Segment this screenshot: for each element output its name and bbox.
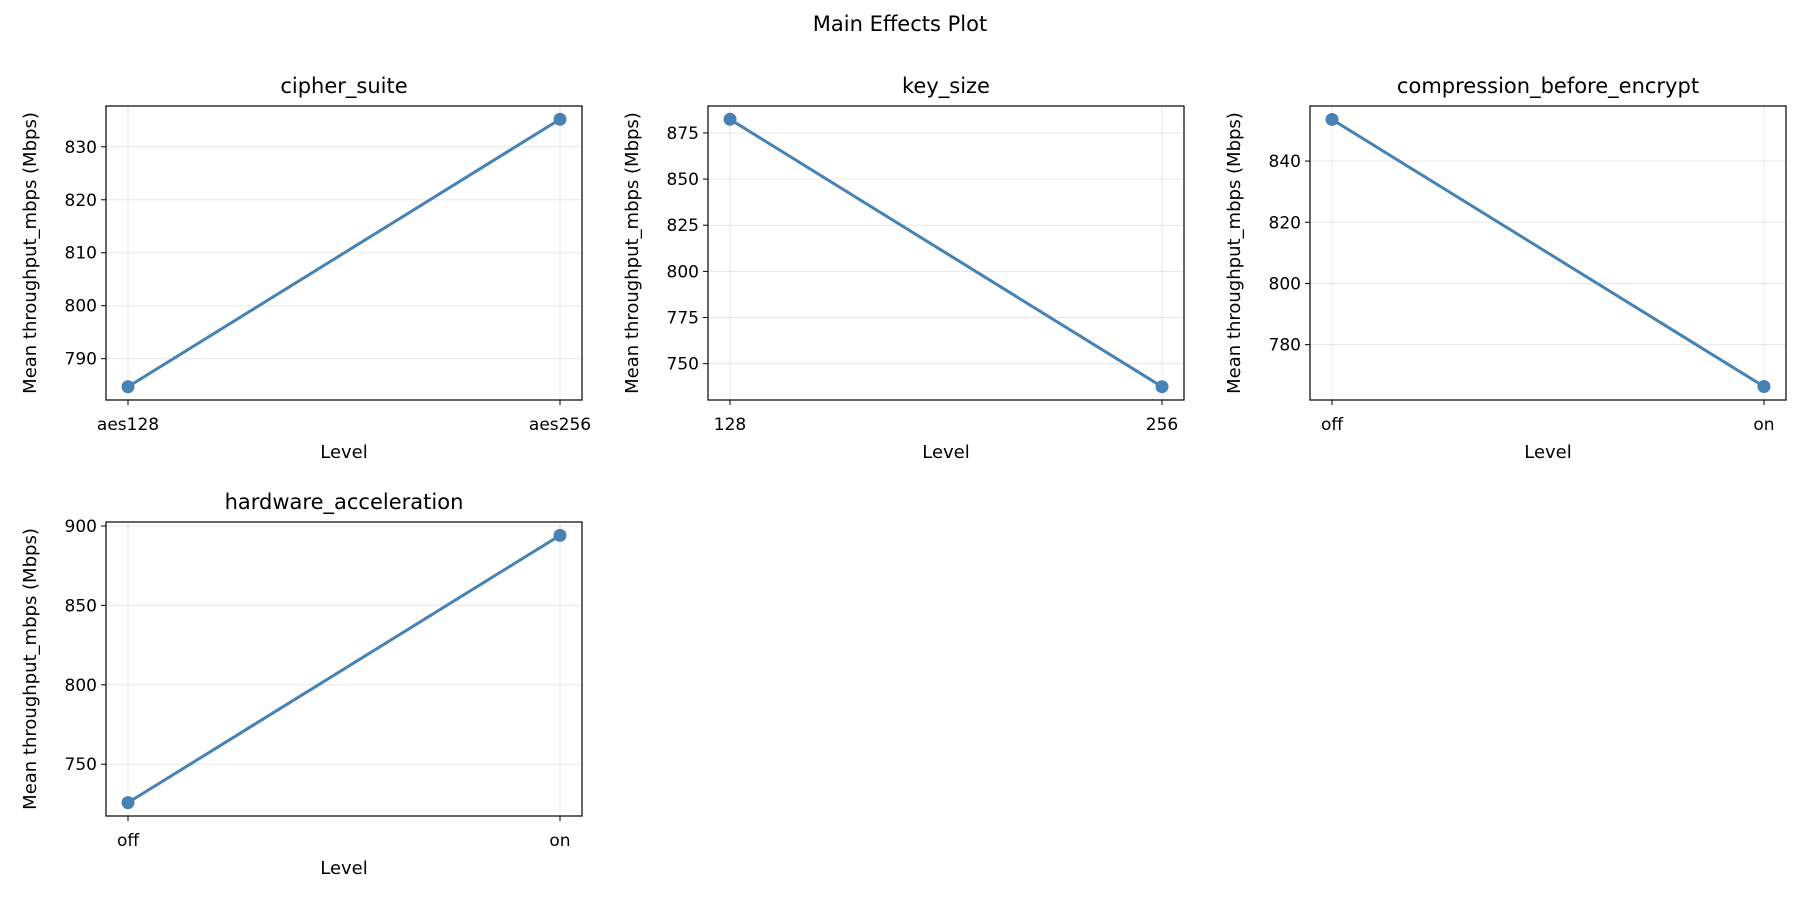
- y-tick-label: 820: [65, 191, 97, 211]
- subplot-1: 790 800 810 820 830 aes128 aes256 cipher_suite L…: [20, 74, 591, 463]
- series-line: [126, 117, 562, 389]
- y-tick-label: 800: [1269, 274, 1301, 294]
- y-tick-label: 750: [65, 755, 97, 775]
- x-tick-label: on: [549, 831, 570, 851]
- data-point: [121, 796, 135, 810]
- data-point: [121, 380, 135, 394]
- series-line: [728, 117, 1164, 389]
- y-tick-label: 825: [667, 216, 699, 236]
- axes-frame: [707, 105, 1185, 401]
- y-tick-label: 850: [667, 170, 699, 190]
- x-tick-label: aes128: [97, 415, 159, 435]
- subplot-4: 750 800 850 900 off on hardware_acceleration Le…: [20, 490, 583, 879]
- x-axis-label: Level: [320, 858, 368, 879]
- y-axis-label: Mean throughput_mbps (Mbps): [20, 112, 41, 394]
- subplot-2: 750 775 800 825 850 875 128 256 key_size Level Mea…: [622, 74, 1185, 463]
- y-tick-label: 790: [65, 350, 97, 370]
- y-tick-label: 775: [667, 309, 699, 329]
- series-line: [1330, 117, 1766, 389]
- data-point: [553, 112, 567, 126]
- y-tick-label: 830: [65, 138, 97, 158]
- x-axis-label: Level: [1524, 442, 1572, 463]
- series-line: [126, 533, 562, 805]
- subplot-3: 780 800 820 840 off on compression_before_encr…: [1224, 74, 1787, 463]
- y-tick-label: 840: [1269, 152, 1301, 172]
- y-tick-label: 850: [65, 596, 97, 616]
- x-tick-label: 128: [714, 415, 746, 435]
- subplot-title: hardware_acceleration: [225, 490, 464, 515]
- y-tick-label: 820: [1269, 213, 1301, 233]
- data-point: [1325, 112, 1339, 126]
- y-tick-label: 800: [65, 297, 97, 317]
- x-tick-label: off: [1321, 415, 1344, 435]
- y-axis-label: Mean throughput_mbps (Mbps): [622, 112, 643, 394]
- axes-frame: [1309, 105, 1787, 401]
- x-tick-label: 256: [1146, 415, 1178, 435]
- x-axis-label: Level: [320, 442, 368, 463]
- data-point: [553, 528, 567, 542]
- x-axis-label: Level: [922, 442, 970, 463]
- x-tick-label: on: [1753, 415, 1774, 435]
- data-point: [723, 112, 737, 126]
- x-tick-label: off: [117, 831, 140, 851]
- y-tick-label: 750: [667, 355, 699, 375]
- data-point: [1155, 380, 1169, 394]
- y-axis-label: Mean throughput_mbps (Mbps): [1224, 112, 1245, 394]
- data-point: [1757, 380, 1771, 394]
- subplot-title: compression_before_encrypt: [1397, 74, 1699, 99]
- y-tick-label: 900: [65, 517, 97, 537]
- figure-title: Main Effects Plot: [812, 12, 988, 36]
- subplot-title: key_size: [902, 74, 990, 99]
- y-tick-label: 800: [667, 262, 699, 282]
- y-tick-label: 810: [65, 244, 97, 264]
- x-tick-label: aes256: [529, 415, 591, 435]
- y-tick-label: 875: [667, 124, 699, 144]
- y-axis-label: Mean throughput_mbps (Mbps): [20, 528, 41, 810]
- y-tick-label: 780: [1269, 336, 1301, 356]
- axes-frame: [105, 521, 583, 817]
- subplot-title: cipher_suite: [280, 74, 407, 99]
- y-tick-label: 800: [65, 676, 97, 696]
